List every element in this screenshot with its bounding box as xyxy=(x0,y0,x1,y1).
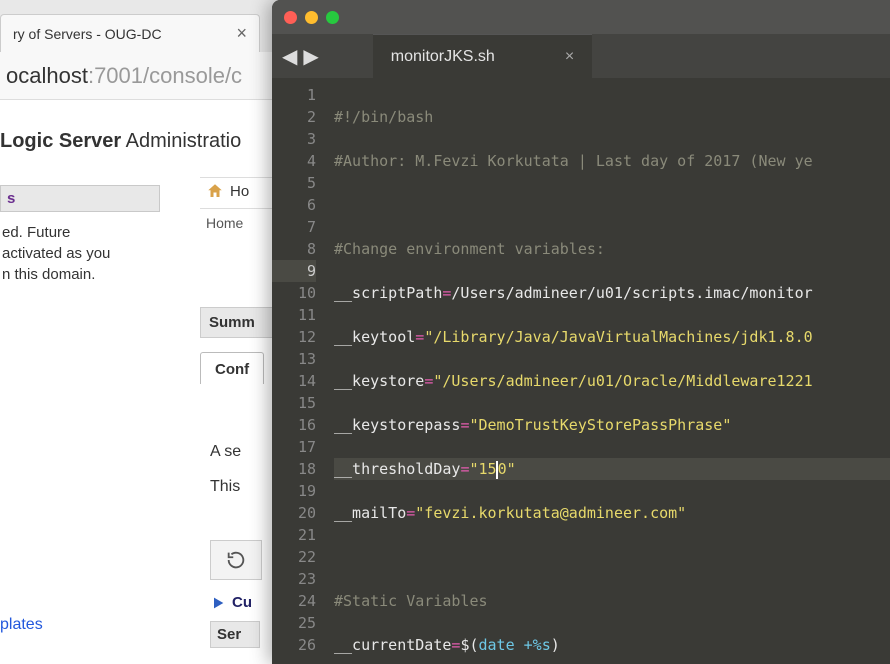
code-l10a: __mailTo xyxy=(334,504,406,522)
code-l5a: __scriptPath xyxy=(334,284,442,302)
code-l5b: /Users/admineer/u01/scripts.imac/monitor xyxy=(451,284,812,302)
refresh-button[interactable] xyxy=(210,540,262,580)
sidebar-header: s xyxy=(0,185,160,212)
ser-header: Ser xyxy=(210,621,260,648)
code-l7a: __keystore xyxy=(334,372,424,390)
url-path: :7001/console/c xyxy=(88,63,242,89)
home-icon xyxy=(206,182,224,200)
code-l13b: date +%s xyxy=(479,636,551,654)
editor-toolbar: ◀ ▶ monitorJKS.sh × xyxy=(272,34,890,78)
summary-bar: Summ xyxy=(200,307,280,338)
templates-link[interactable]: plates xyxy=(0,616,43,634)
browser-window: ry of Servers - OUG-DC × ocalhost:7001/c… xyxy=(0,0,280,664)
window-zoom-icon[interactable] xyxy=(326,11,339,24)
code-l6a: __keytool xyxy=(334,328,415,346)
code-l4: #Change environment variables: xyxy=(334,240,605,258)
content-line-a: A se xyxy=(210,434,280,469)
editor-tabs: monitorJKS.sh × xyxy=(373,34,592,78)
editor-titlebar[interactable] xyxy=(272,0,890,34)
nav-back-icon[interactable]: ◀ xyxy=(282,44,297,69)
cu-label: Cu xyxy=(232,594,252,611)
content-text: A se This xyxy=(210,434,280,504)
editor-tab-filename: monitorJKS.sh xyxy=(391,48,495,66)
code-l2: #Author: M.Fevzi Korkutata | Last day of… xyxy=(334,152,813,170)
window-minimize-icon[interactable] xyxy=(305,11,318,24)
editor-window: ◀ ▶ monitorJKS.sh × 12345678910111213141… xyxy=(272,0,890,664)
refresh-icon xyxy=(225,549,247,571)
browser-url: ocalhost:7001/console/c xyxy=(6,63,242,89)
page-title: Logic Server Administratio xyxy=(0,120,280,177)
editor-gutter: 1234567891011121314151617181920212223242… xyxy=(272,78,328,664)
tab-conf[interactable]: Conf xyxy=(200,352,264,384)
browser-url-bar[interactable]: ocalhost:7001/console/c xyxy=(0,52,280,100)
page-title-bold: Logic Server xyxy=(0,130,121,152)
sidebar-body: ed. Future activated as you n this domai… xyxy=(0,212,160,295)
play-icon xyxy=(210,595,226,611)
editor-body[interactable]: 1234567891011121314151617181920212223242… xyxy=(272,78,890,664)
browser-content: Logic Server Administratio s ed. Future … xyxy=(0,100,280,648)
browser-tab-bar: ry of Servers - OUG-DC × xyxy=(0,0,280,52)
breadcrumb[interactable]: Home xyxy=(200,208,280,241)
page-title-rest: Administratio xyxy=(121,130,241,152)
nav-arrows: ◀ ▶ xyxy=(282,44,319,69)
code-l1: #!/bin/bash xyxy=(334,108,433,126)
code-l6b: "/Library/Java/JavaVirtualMachines/jdk1.… xyxy=(424,328,812,346)
code-l13a: __currentDate xyxy=(334,636,451,654)
browser-tab[interactable]: ry of Servers - OUG-DC × xyxy=(0,14,260,52)
nav-forward-icon[interactable]: ▶ xyxy=(303,44,318,69)
play-row[interactable]: Cu xyxy=(210,594,280,611)
content-line-this: This xyxy=(210,469,280,504)
home-label: Ho xyxy=(230,183,249,200)
url-host: ocalhost xyxy=(6,63,88,89)
browser-tab-title: ry of Servers - OUG-DC xyxy=(13,26,220,42)
code-l7b: "/Users/admineer/u01/Oracle/Middleware12… xyxy=(433,372,812,390)
close-icon[interactable]: × xyxy=(236,23,247,44)
code-l8b: "DemoTrustKeyStorePassPhrase" xyxy=(469,416,731,434)
close-icon[interactable]: × xyxy=(565,48,574,66)
window-close-icon[interactable] xyxy=(284,11,297,24)
code-l8a: __keystorepass xyxy=(334,416,460,434)
code-l10b: "fevzi.korkutata@admineer.com" xyxy=(415,504,686,522)
home-row[interactable]: Ho xyxy=(200,177,280,208)
editor-code[interactable]: #!/bin/bash #Author: M.Fevzi Korkutata |… xyxy=(328,78,890,664)
code-l9a: __thresholdDay xyxy=(334,460,460,478)
editor-tab[interactable]: monitorJKS.sh × xyxy=(373,34,592,78)
code-l12: #Static Variables xyxy=(334,592,488,610)
